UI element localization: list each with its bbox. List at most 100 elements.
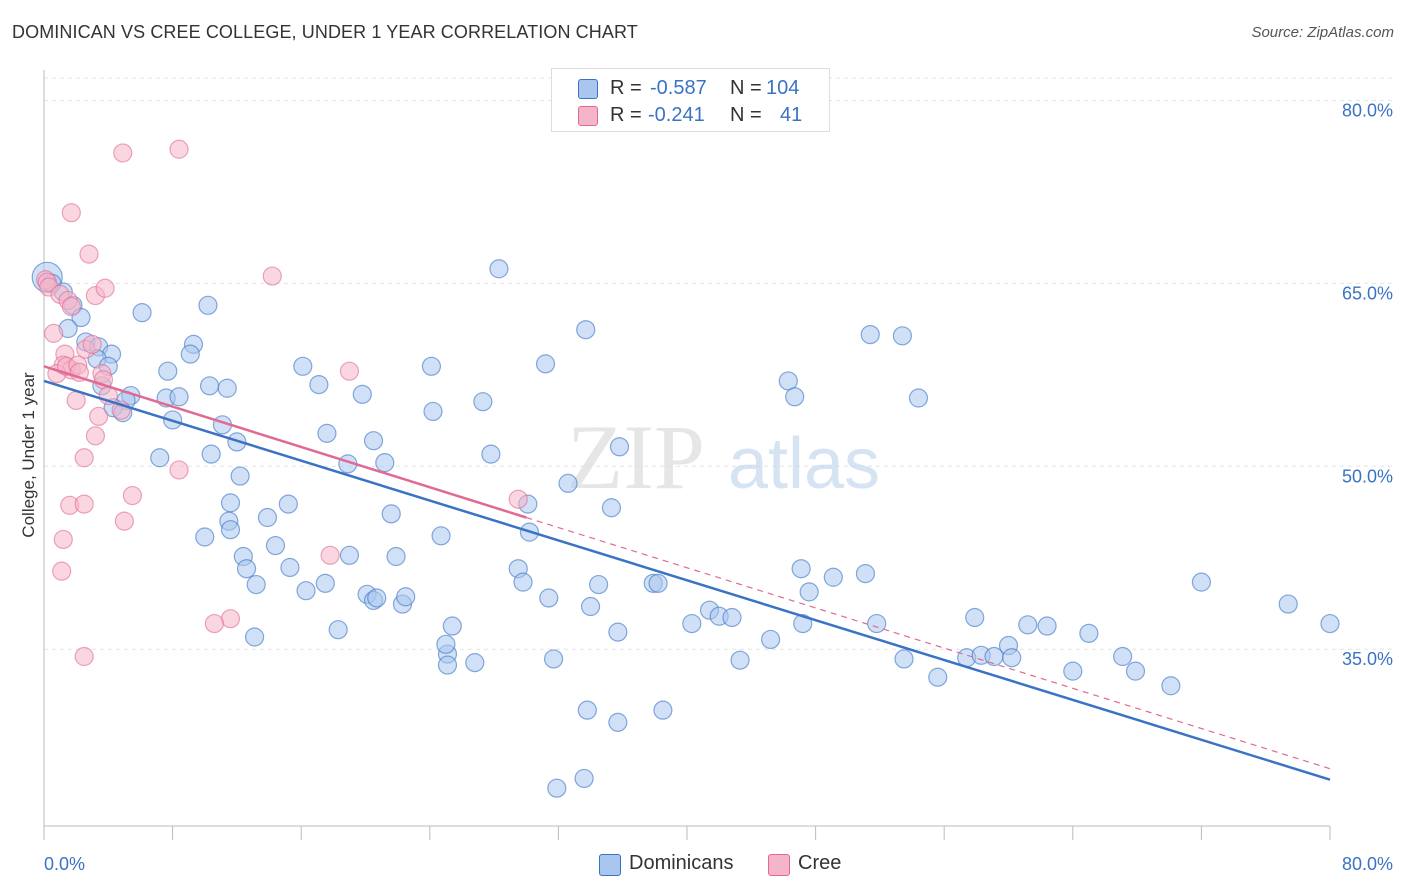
legend-n-label: N = xyxy=(730,104,762,126)
dominicans-point xyxy=(730,650,750,670)
dominicans-point xyxy=(867,613,887,634)
dominicans-point xyxy=(230,466,250,486)
dominicans-point xyxy=(315,573,335,593)
dominicans-point xyxy=(965,607,985,628)
cree-point xyxy=(74,448,94,468)
dominicans-point xyxy=(558,473,578,493)
dominicans-point xyxy=(363,431,384,451)
dominicans-point xyxy=(352,384,372,404)
dominicans-point xyxy=(580,596,601,617)
y-tick-label: 35.0% xyxy=(1342,649,1393,669)
dominicans-point xyxy=(367,588,387,608)
dominicans-point xyxy=(1278,594,1298,614)
dominicans-point xyxy=(577,700,597,720)
cree-point xyxy=(262,266,282,286)
dominicans-point xyxy=(195,527,215,547)
dominicans-point xyxy=(217,378,237,398)
dominicans-point xyxy=(793,613,813,634)
cree-point xyxy=(204,613,224,634)
cree-trendline-extension xyxy=(526,516,1331,770)
cree-point xyxy=(320,545,340,565)
dominicans-swatch xyxy=(578,79,598,99)
dominicans-point xyxy=(423,401,443,422)
dominicans-point xyxy=(1320,613,1340,634)
cree-point xyxy=(89,406,109,426)
dominicans-point xyxy=(220,493,241,513)
dominicans-point xyxy=(375,453,395,473)
legend-n-value: 41 xyxy=(780,104,803,126)
dominicans-point xyxy=(894,649,914,669)
dominicans-point xyxy=(442,616,462,636)
dominicans-point xyxy=(317,423,337,443)
dominicans-point xyxy=(928,667,948,687)
cree-point xyxy=(53,529,73,550)
stats-legend: R = -0.587 N = 104 R = -0.241 N = 41 xyxy=(551,68,830,132)
dominicans-point xyxy=(1037,616,1057,636)
dominicans-point xyxy=(576,320,596,340)
dominicans-point xyxy=(682,613,702,634)
legend-r-label: R = xyxy=(610,77,642,99)
chart-source: Source: ZipAtlas.com xyxy=(1251,24,1394,41)
dominicans-point xyxy=(220,520,241,540)
trend-lines xyxy=(43,365,1331,781)
watermark-zip: ZIP xyxy=(567,406,705,508)
dominicans-point xyxy=(609,437,630,457)
cree-swatch xyxy=(578,106,598,126)
dominicans-point xyxy=(293,356,313,376)
dominicans-point xyxy=(244,627,265,647)
watermark: ZIP atlas xyxy=(567,406,880,508)
dominicans-point xyxy=(158,361,178,381)
dominicans-point xyxy=(489,259,509,279)
dominicans-point xyxy=(169,387,189,407)
cree-point xyxy=(74,494,94,514)
dominicans-point xyxy=(547,778,567,798)
dominicans-point xyxy=(1079,623,1099,643)
dominicans-point xyxy=(465,653,485,673)
dominicans-point xyxy=(150,448,170,468)
chart-title: DOMINICAN VS CREE COLLEGE, UNDER 1 YEAR … xyxy=(12,22,638,42)
legend-label-dominicans: Dominicans xyxy=(629,852,734,874)
dominicans-point xyxy=(339,545,360,565)
dominicans-point xyxy=(481,444,501,464)
axis-labels: 35.0% 50.0% 65.0% 80.0% 0.0% 80.0% College, Un… xyxy=(19,100,1393,874)
cree-point xyxy=(339,361,360,381)
cree-point xyxy=(114,511,134,531)
dominicans-point xyxy=(421,356,442,376)
dominicans-point xyxy=(892,326,913,346)
dominicans-point xyxy=(396,587,416,607)
dominicans-point xyxy=(278,494,298,514)
legend-r-value: -0.587 xyxy=(650,77,707,99)
dominicans-point xyxy=(648,573,668,593)
cree-point xyxy=(79,244,99,264)
dominicans-point xyxy=(799,582,819,602)
cree-point xyxy=(220,609,241,629)
cree-trendline xyxy=(43,365,527,519)
dominicans-point xyxy=(236,559,257,579)
dominicans-point xyxy=(588,574,609,595)
dominicans-point xyxy=(722,607,742,628)
dominicans-point xyxy=(431,526,451,546)
dominicans-point xyxy=(257,507,278,528)
y-tick-label: 80.0% xyxy=(1342,100,1393,120)
cree-point xyxy=(113,143,133,163)
dominicans-point xyxy=(608,622,628,642)
dominicans-point xyxy=(574,768,594,789)
dominicans-point xyxy=(1002,648,1022,668)
watermark-atlas: atlas xyxy=(728,424,880,504)
cree-points xyxy=(36,139,528,667)
dominicans-point xyxy=(785,387,805,407)
dominicans-point xyxy=(1125,661,1146,681)
dominicans-point xyxy=(132,303,152,323)
axes xyxy=(43,70,1331,840)
cree-point xyxy=(95,278,115,298)
dominicans-point xyxy=(601,498,622,518)
dominicans-point xyxy=(855,563,876,584)
dominicans-point xyxy=(199,376,220,396)
dominicans-point xyxy=(180,344,200,364)
cree-point xyxy=(169,460,189,480)
dominicans-trendline xyxy=(43,379,1331,781)
cree-point xyxy=(85,426,106,446)
dominicans-point xyxy=(760,629,781,650)
dominicans-point xyxy=(653,700,673,720)
dominicans-point xyxy=(513,572,533,592)
